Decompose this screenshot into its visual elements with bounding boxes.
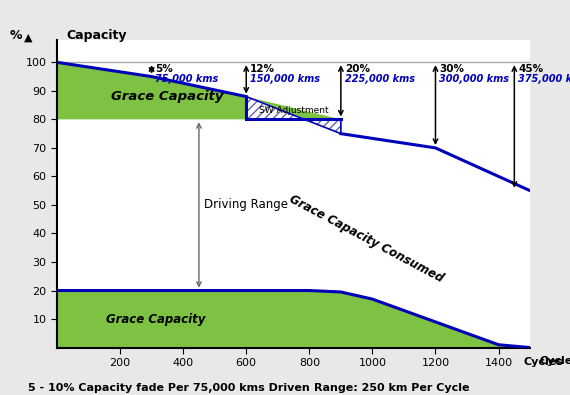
Text: 12%: 12% xyxy=(250,64,275,74)
Text: ▲: ▲ xyxy=(25,32,33,42)
Text: 20%: 20% xyxy=(345,64,369,74)
Text: 150,000 kms: 150,000 kms xyxy=(250,74,320,84)
Text: Cycles: Cycles xyxy=(540,356,570,366)
Polygon shape xyxy=(57,291,530,348)
Text: Grace Capacity: Grace Capacity xyxy=(106,312,205,325)
Text: Grace Capacity Consumed: Grace Capacity Consumed xyxy=(287,193,445,286)
Text: 30%: 30% xyxy=(439,64,464,74)
Text: 300,000 kms: 300,000 kms xyxy=(439,74,509,84)
Text: %: % xyxy=(10,29,22,42)
Text: SW Adjustment: SW Adjustment xyxy=(259,106,328,115)
Text: Cycles: Cycles xyxy=(524,357,564,367)
Polygon shape xyxy=(57,62,341,119)
Text: Range: 250 km Per Cycle: Range: 250 km Per Cycle xyxy=(314,383,469,393)
Polygon shape xyxy=(246,96,341,134)
Text: 5%: 5% xyxy=(156,64,173,74)
Polygon shape xyxy=(246,96,341,134)
Text: 75,000 kms: 75,000 kms xyxy=(156,74,219,84)
Text: Grace Capacity: Grace Capacity xyxy=(111,90,223,103)
Text: 5 - 10% Capacity fade Per 75,000 kms Driven: 5 - 10% Capacity fade Per 75,000 kms Dri… xyxy=(28,383,310,393)
Text: Capacity: Capacity xyxy=(67,29,127,42)
Text: 45%: 45% xyxy=(518,64,543,74)
Text: 375,000 kms: 375,000 kms xyxy=(518,74,570,84)
Text: 225,000 kms: 225,000 kms xyxy=(345,74,414,84)
Text: Driving Range: Driving Range xyxy=(203,198,288,211)
